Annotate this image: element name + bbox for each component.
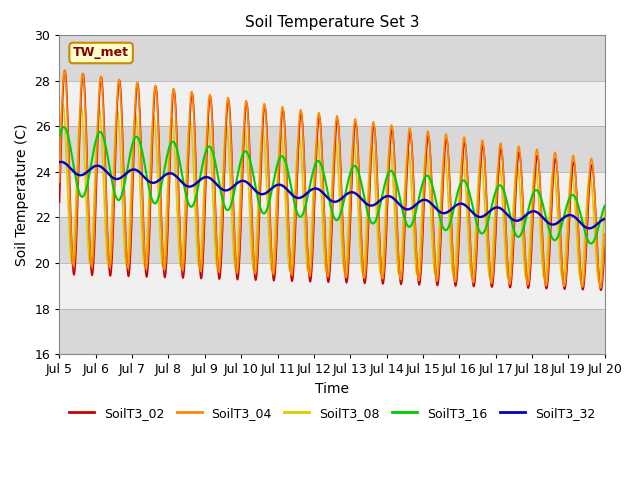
SoilT3_32 [591, 224, 598, 229]
SoilT3_16 [601, 203, 609, 209]
SoilT3_32 [532, 209, 540, 215]
SoilT3_02 [597, 288, 605, 293]
SoilT3_32 [586, 226, 593, 231]
SoilT3_32 [150, 180, 158, 186]
SoilT3_04 [61, 68, 68, 73]
SoilT3_02 [590, 180, 598, 186]
SoilT3_08 [289, 247, 296, 253]
SoilT3_04 [289, 269, 296, 275]
SoilT3_04 [118, 120, 125, 125]
SoilT3_02 [289, 278, 296, 284]
SoilT3_04 [596, 285, 604, 291]
SoilT3_02 [265, 173, 273, 179]
SoilT3_08 [265, 230, 273, 236]
SoilT3_04 [56, 179, 63, 185]
Line: SoilT3_04: SoilT3_04 [60, 71, 605, 288]
Line: SoilT3_16: SoilT3_16 [60, 127, 605, 243]
SoilT3_08 [56, 149, 63, 155]
SoilT3_08 [595, 278, 603, 284]
SoilT3_08 [150, 114, 158, 120]
Bar [60, 81, 605, 126]
Line: SoilT3_02: SoilT3_02 [60, 71, 605, 290]
SoilT3_16 [587, 240, 595, 246]
SoilT3_02 [532, 167, 540, 173]
Y-axis label: Soil Temperature (C): Soil Temperature (C) [15, 123, 29, 266]
SoilT3_16 [265, 201, 273, 207]
Legend: SoilT3_02, SoilT3_04, SoilT3_08, SoilT3_16, SoilT3_32: SoilT3_02, SoilT3_04, SoilT3_08, SoilT3_… [63, 402, 600, 425]
Text: TW_met: TW_met [73, 47, 129, 60]
SoilT3_02 [118, 110, 125, 116]
SoilT3_08 [118, 183, 125, 189]
SoilT3_08 [590, 220, 598, 226]
SoilT3_16 [532, 188, 540, 193]
SoilT3_16 [118, 192, 125, 198]
SoilT3_16 [289, 190, 296, 196]
SoilT3_02 [61, 68, 68, 73]
Bar [60, 217, 605, 263]
SoilT3_02 [601, 244, 609, 250]
SoilT3_04 [601, 231, 609, 237]
Line: SoilT3_08: SoilT3_08 [60, 104, 605, 281]
Bar [60, 263, 605, 309]
SoilT3_04 [265, 181, 273, 187]
SoilT3_04 [150, 89, 158, 95]
SoilT3_02 [150, 97, 158, 103]
Bar [60, 126, 605, 172]
SoilT3_32 [265, 188, 273, 194]
Bar [60, 36, 605, 81]
SoilT3_08 [532, 164, 540, 170]
Bar [60, 309, 605, 354]
SoilT3_02 [56, 199, 63, 205]
SoilT3_08 [59, 101, 67, 107]
SoilT3_32 [601, 216, 609, 222]
SoilT3_16 [591, 237, 598, 243]
Title: Soil Temperature Set 3: Soil Temperature Set 3 [244, 15, 419, 30]
SoilT3_32 [289, 192, 296, 198]
SoilT3_04 [532, 156, 540, 161]
X-axis label: Time: Time [315, 382, 349, 396]
SoilT3_08 [601, 205, 609, 211]
SoilT3_16 [60, 124, 68, 130]
SoilT3_32 [56, 159, 63, 165]
SoilT3_16 [56, 133, 63, 139]
SoilT3_32 [57, 159, 65, 165]
SoilT3_16 [150, 200, 158, 206]
SoilT3_04 [590, 181, 598, 187]
Line: SoilT3_32: SoilT3_32 [60, 162, 605, 228]
Bar [60, 172, 605, 217]
SoilT3_32 [118, 174, 125, 180]
